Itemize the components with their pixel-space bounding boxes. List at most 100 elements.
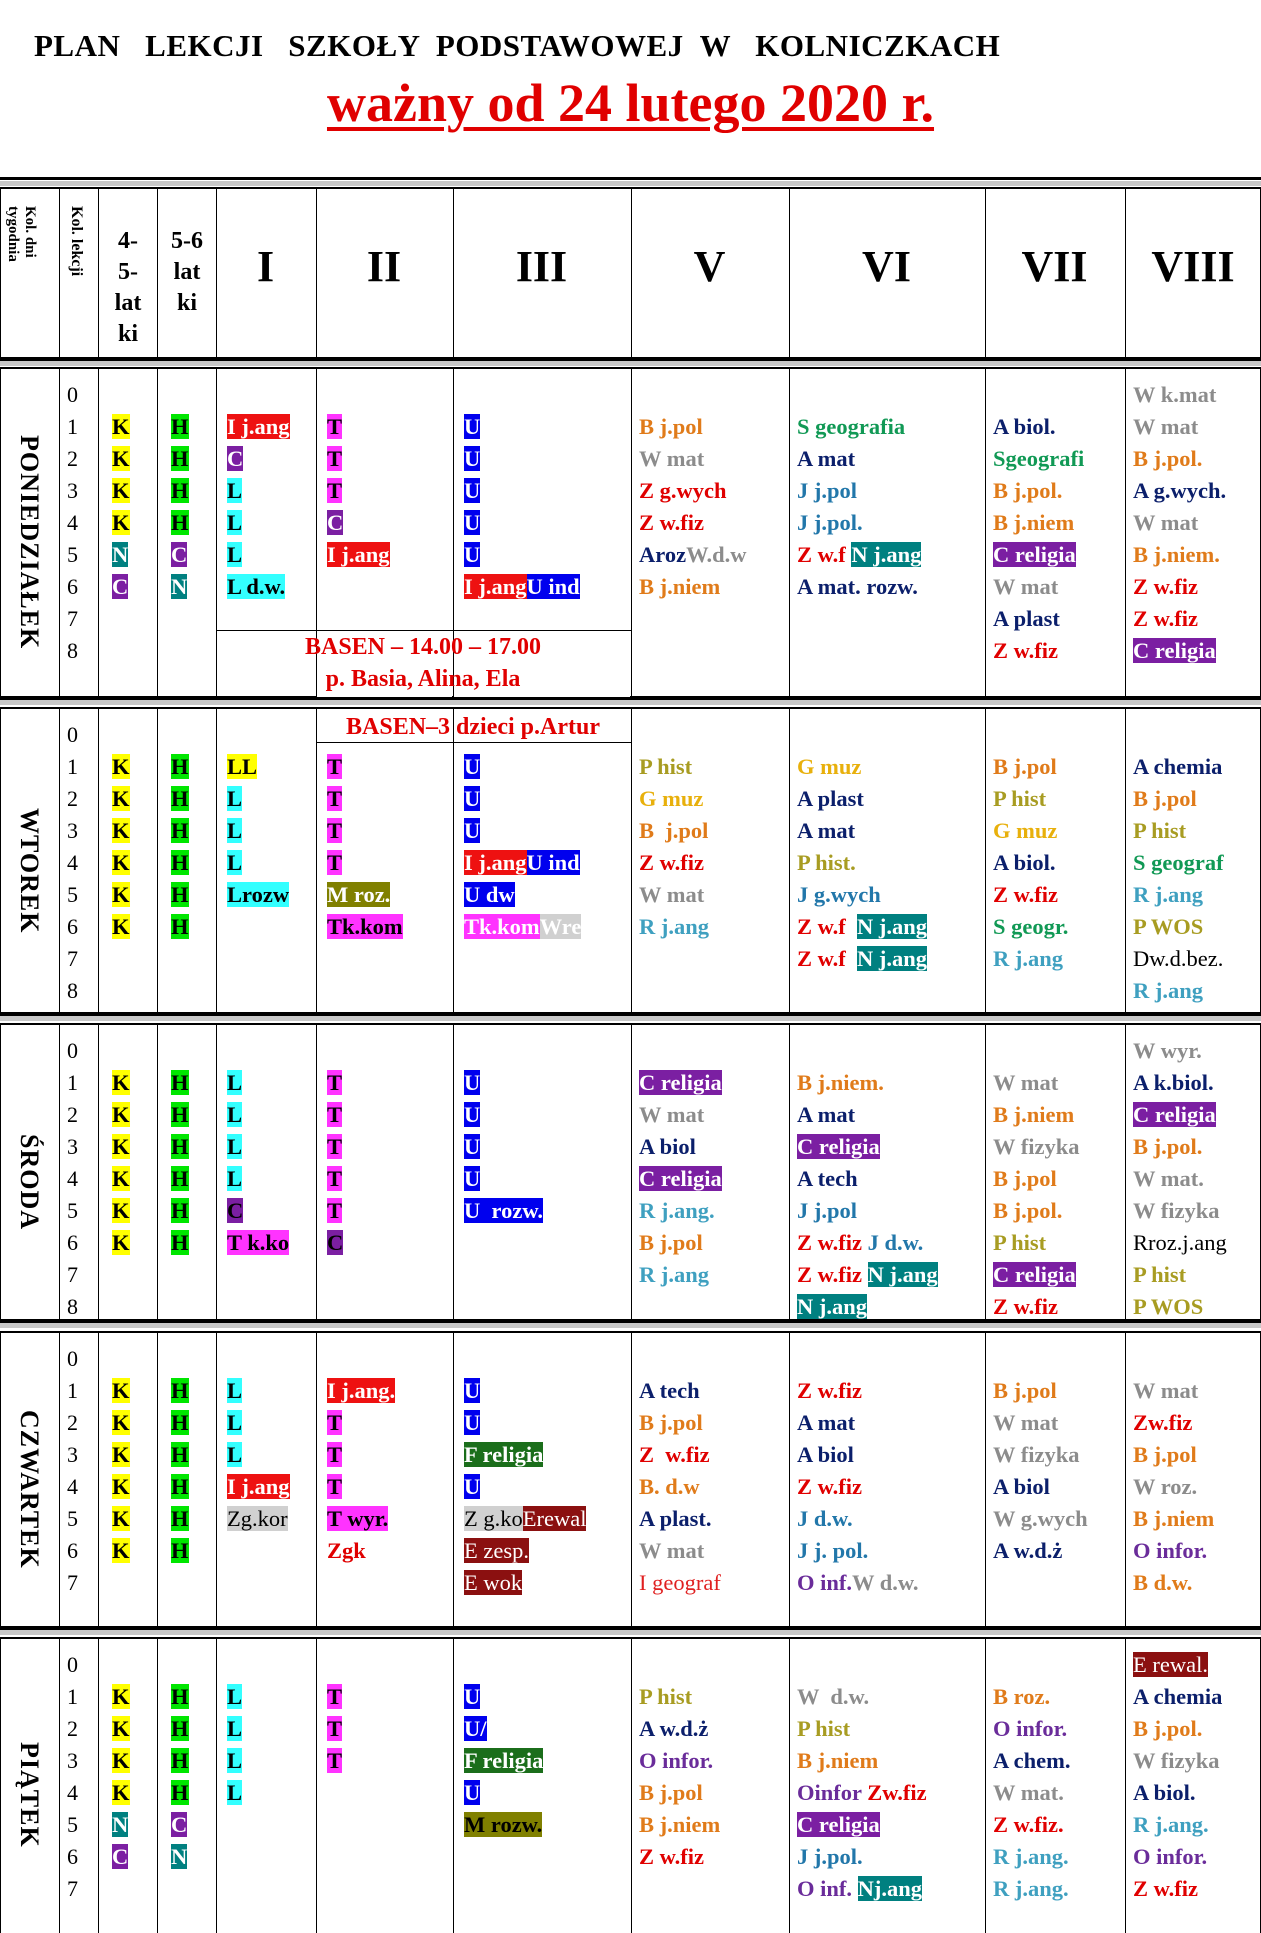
column-divider	[157, 367, 158, 698]
lesson-label: R j.ang	[1133, 978, 1204, 1003]
lesson-number: 4	[67, 850, 78, 875]
lesson-entry: T	[325, 1166, 344, 1192]
lesson-number: 4	[67, 1780, 78, 1805]
lesson-label: W g.wych	[993, 1506, 1088, 1531]
lesson-label: H	[171, 882, 189, 907]
lesson-entry: E wok	[462, 1570, 524, 1596]
lesson-label: U	[464, 1070, 481, 1095]
lesson-label: U	[464, 414, 481, 439]
lesson-entry: W mat	[1131, 510, 1200, 536]
column-divider	[453, 367, 454, 698]
lesson-label: N j.ang	[857, 946, 928, 971]
lesson-label: A k.biol.	[1133, 1070, 1214, 1095]
column-divider	[216, 367, 217, 698]
lesson-entry: K	[110, 1716, 132, 1742]
lesson-label: H	[171, 1378, 189, 1403]
lesson-label: H	[171, 510, 189, 535]
lesson-label: N	[112, 1812, 129, 1837]
lesson-number: 0	[67, 1346, 78, 1371]
lesson-label: Z g.wych	[639, 478, 727, 503]
basen-monday-line2: p. Basia, Alina, Ela	[325, 666, 521, 692]
lesson-entry: L	[225, 818, 244, 844]
lesson-label: K	[112, 414, 130, 439]
lesson-label: B d.w.	[1133, 1570, 1193, 1595]
column-divider	[0, 1023, 1, 1321]
lesson-label: L	[227, 1378, 243, 1403]
column-divider	[1125, 1331, 1126, 1628]
column-divider	[216, 707, 217, 1014]
lesson-entry: A chemia	[1131, 754, 1224, 780]
lesson-label: H	[171, 1410, 189, 1435]
lesson-entry: Z w.f N j.ang	[795, 946, 929, 972]
lesson-label: A biol	[797, 1442, 854, 1467]
lesson-label: N	[112, 542, 129, 567]
lesson-label: T	[327, 1684, 343, 1709]
lesson-entry: U/	[462, 1716, 489, 1742]
lesson-label: W wyr.	[1133, 1038, 1202, 1063]
lesson-entry: K	[110, 478, 132, 504]
lesson-label: U	[464, 1378, 481, 1403]
lesson-label: Z w.f	[797, 914, 846, 939]
lesson-label: Z w.fiz	[639, 1844, 704, 1869]
lesson-entry: R j.ang.	[991, 1844, 1071, 1870]
column-divider	[985, 1023, 986, 1321]
lesson-entry: J j.pol.	[795, 510, 865, 536]
lesson-label: H	[171, 754, 189, 779]
lesson-entry: H	[169, 1230, 191, 1256]
lesson-label: P hist	[639, 1684, 693, 1709]
lesson-entry: K	[110, 754, 132, 780]
lesson-label: H	[171, 914, 189, 939]
column-divider	[216, 1331, 217, 1628]
lesson-label: U	[464, 1410, 481, 1435]
lesson-entry: Z w.fiz	[795, 1378, 864, 1404]
header-column-divider	[216, 189, 217, 359]
lesson-label: T	[327, 1748, 343, 1773]
lesson-entry: B roz.	[991, 1684, 1052, 1710]
lesson-label: U	[464, 1134, 481, 1159]
lesson-number: 6	[67, 1844, 78, 1869]
lesson-label: R j.ang	[1133, 882, 1204, 907]
lesson-entry: N j.ang	[795, 1294, 869, 1320]
lesson-label: A plast.	[639, 1506, 712, 1531]
column-divider	[0, 707, 1, 1014]
header-column-divider	[985, 189, 986, 359]
lesson-entry: Lrozw	[225, 882, 291, 908]
lesson-entry: Z w.fiz	[1131, 606, 1200, 632]
lesson-label: H	[171, 1134, 189, 1159]
lesson-label: Z w.fiz	[993, 1294, 1058, 1319]
lesson-label: K	[112, 1410, 130, 1435]
lesson-label: B j.niem	[639, 1812, 721, 1837]
lesson-entry: T	[325, 414, 344, 440]
lesson-entry: C religia	[991, 1262, 1078, 1288]
lesson-entry: N	[169, 1844, 189, 1870]
lesson-label: Z w.fiz	[639, 850, 704, 875]
lesson-label: R j.ang	[639, 914, 710, 939]
lesson-entry: K	[110, 850, 132, 876]
lesson-entry: K	[110, 786, 132, 812]
lesson-label: Z w.fiz	[797, 1474, 862, 1499]
lesson-label: U	[464, 478, 481, 503]
lesson-entry: H	[169, 1070, 191, 1096]
lesson-entry: P WOS	[1131, 914, 1205, 940]
lesson-entry: U	[462, 1166, 482, 1192]
day-label: CZWARTEK	[15, 1410, 44, 1569]
header-class-VI: VI	[862, 242, 911, 291]
lesson-entry: C	[169, 1812, 189, 1838]
lesson-label: I j.ang	[227, 414, 290, 439]
lesson-label: K	[112, 1230, 130, 1255]
lesson-label: T	[327, 1716, 343, 1741]
lesson-label: K	[112, 1166, 130, 1191]
lesson-label: W mat	[1133, 510, 1199, 535]
lesson-entry: O inf. Nj.ang	[795, 1876, 924, 1902]
lesson-entry: B j.pol	[1131, 786, 1199, 812]
lesson-entry: W mat	[637, 446, 706, 472]
lesson-entry: R j.ang	[1131, 882, 1205, 908]
lesson-label: A plast	[797, 786, 864, 811]
lesson-entry: L	[225, 1166, 244, 1192]
lesson-entry: T	[325, 1716, 344, 1742]
lesson-entry: L	[225, 1134, 244, 1160]
lesson-label: T k.ko	[227, 1230, 290, 1255]
lesson-entry: K	[110, 1474, 132, 1500]
lesson-label: L	[227, 1102, 243, 1127]
lesson-entry: H	[169, 786, 191, 812]
